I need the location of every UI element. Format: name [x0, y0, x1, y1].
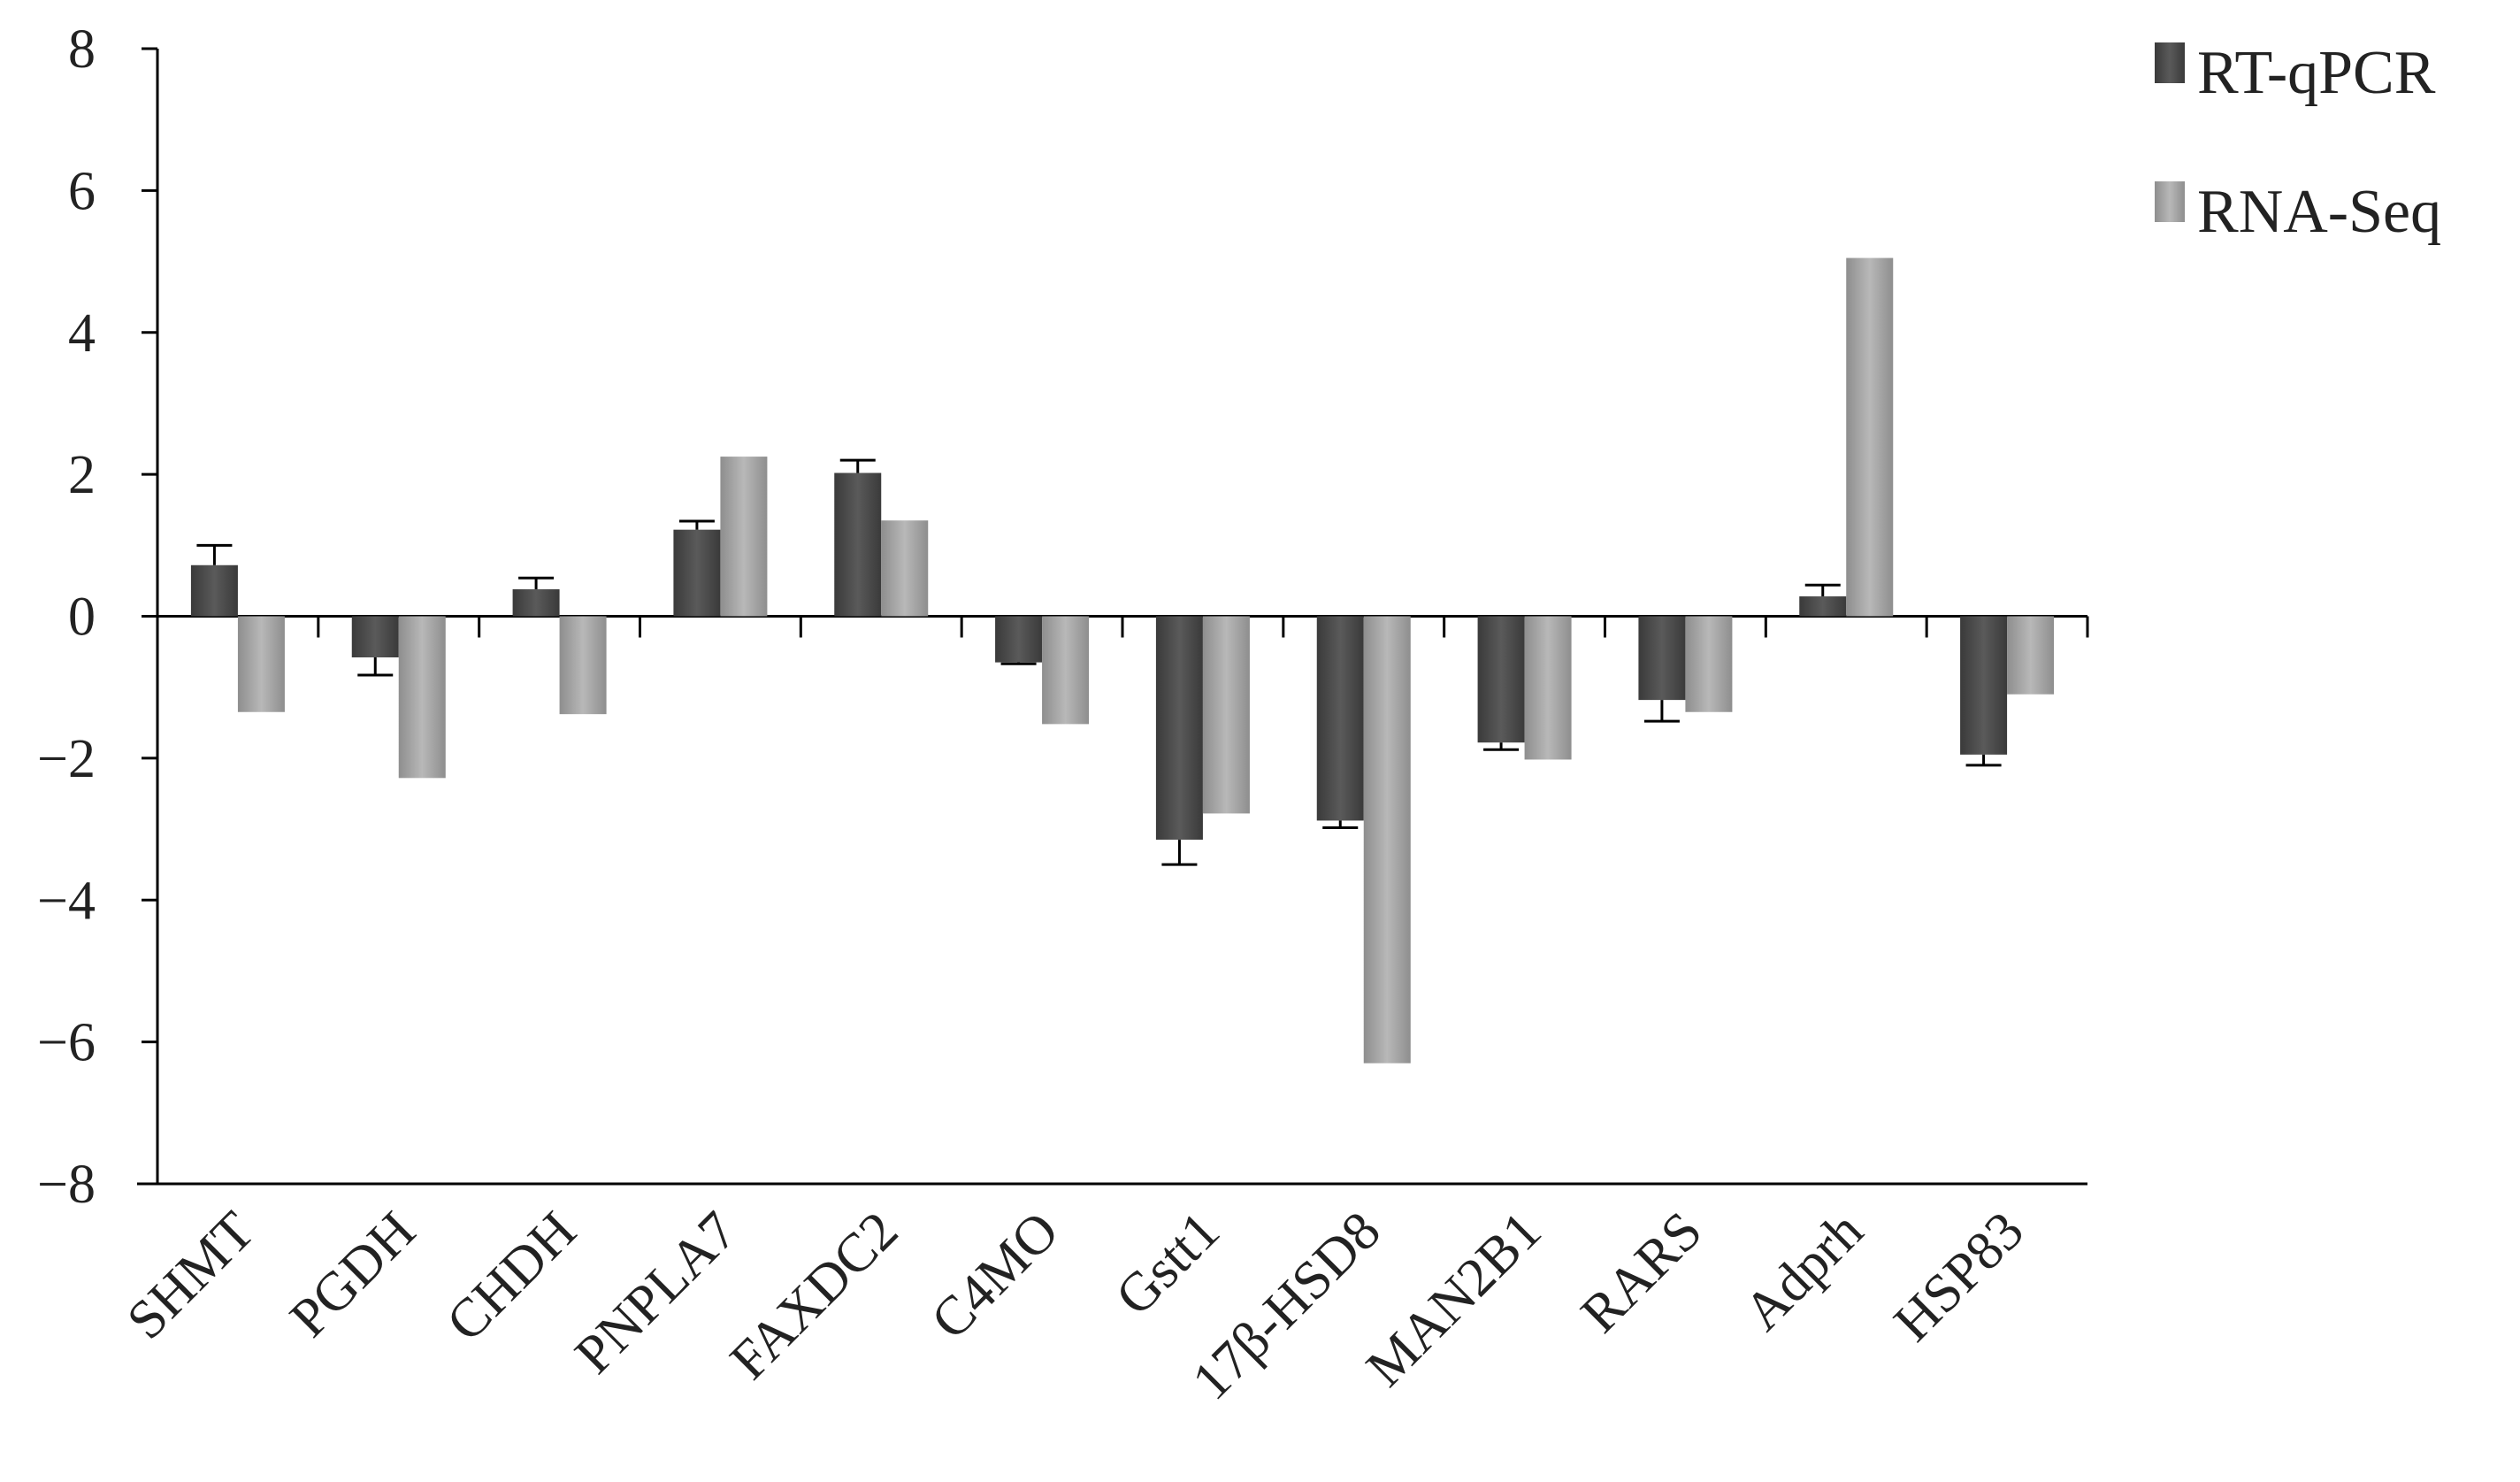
- bars: [190, 257, 2055, 1064]
- bar-rna-seq: [720, 457, 768, 617]
- y-axis: 8 6 4 2 0 −2 −4 −6 −8: [37, 19, 159, 1215]
- legend-swatch-rt-qpcr: [2155, 42, 2185, 83]
- y-tick-label: 2: [68, 445, 96, 505]
- bar-rt-qpcr: [834, 472, 882, 617]
- error-bars: [196, 458, 2002, 866]
- bar-rt-qpcr: [512, 589, 560, 617]
- category-label: FAXDC2: [719, 1201, 909, 1391]
- legend-label: RNA-Seq: [2197, 178, 2441, 246]
- category-label: Gstt1: [1105, 1201, 1231, 1327]
- category-label: SHMT: [116, 1201, 266, 1351]
- bar-rt-qpcr: [1799, 596, 1847, 617]
- category-label: Adprh: [1733, 1201, 1874, 1342]
- category-label: PNPLA7: [563, 1201, 748, 1386]
- legend-swatch-rna-seq: [2155, 181, 2185, 222]
- bar-rna-seq: [1846, 257, 1894, 617]
- bar-rt-qpcr: [1477, 616, 1525, 743]
- category-label: RARS: [1570, 1201, 1714, 1345]
- bar-rt-qpcr: [1155, 616, 1203, 841]
- bar-rt-qpcr: [1960, 616, 2008, 755]
- bar-rna-seq: [398, 616, 446, 779]
- bar-rna-seq: [881, 520, 929, 617]
- bar-rna-seq: [1042, 616, 1090, 725]
- y-tick-label: 6: [68, 161, 96, 221]
- bar-rt-qpcr: [1638, 616, 1686, 701]
- bar-rt-qpcr: [190, 564, 238, 617]
- bar-rna-seq: [237, 616, 285, 712]
- y-tick-label: −2: [37, 729, 96, 789]
- category-label: MAN2B1: [1355, 1201, 1552, 1398]
- bar-rt-qpcr: [351, 616, 399, 658]
- legend: RT-qPCR RNA-Seq: [2155, 39, 2441, 246]
- bar-rna-seq: [1524, 616, 1572, 760]
- bar-rna-seq: [2007, 616, 2055, 695]
- category-label: HSP83: [1883, 1201, 2035, 1353]
- y-tick-label: 4: [68, 303, 96, 364]
- bar-rt-qpcr: [995, 616, 1043, 663]
- y-tick-label: −6: [37, 1013, 96, 1073]
- bar-rna-seq: [1363, 616, 1411, 1064]
- y-tick-label: −4: [37, 871, 96, 931]
- bar-rna-seq: [1685, 616, 1733, 712]
- x-axis: [137, 615, 2089, 1186]
- y-tick-label: 0: [68, 587, 96, 648]
- category-label: PGDH: [279, 1201, 426, 1348]
- y-tick-label: −8: [37, 1155, 96, 1215]
- bar-rt-qpcr: [673, 529, 721, 617]
- legend-label: RT-qPCR: [2197, 39, 2436, 107]
- category-label: C4MO: [920, 1201, 1070, 1351]
- bar-rt-qpcr: [1316, 616, 1364, 821]
- y-tick-label: 8: [68, 19, 96, 80]
- bar-rna-seq: [559, 616, 607, 715]
- bar-rna-seq: [1202, 616, 1250, 814]
- category-label: CHDH: [435, 1201, 587, 1353]
